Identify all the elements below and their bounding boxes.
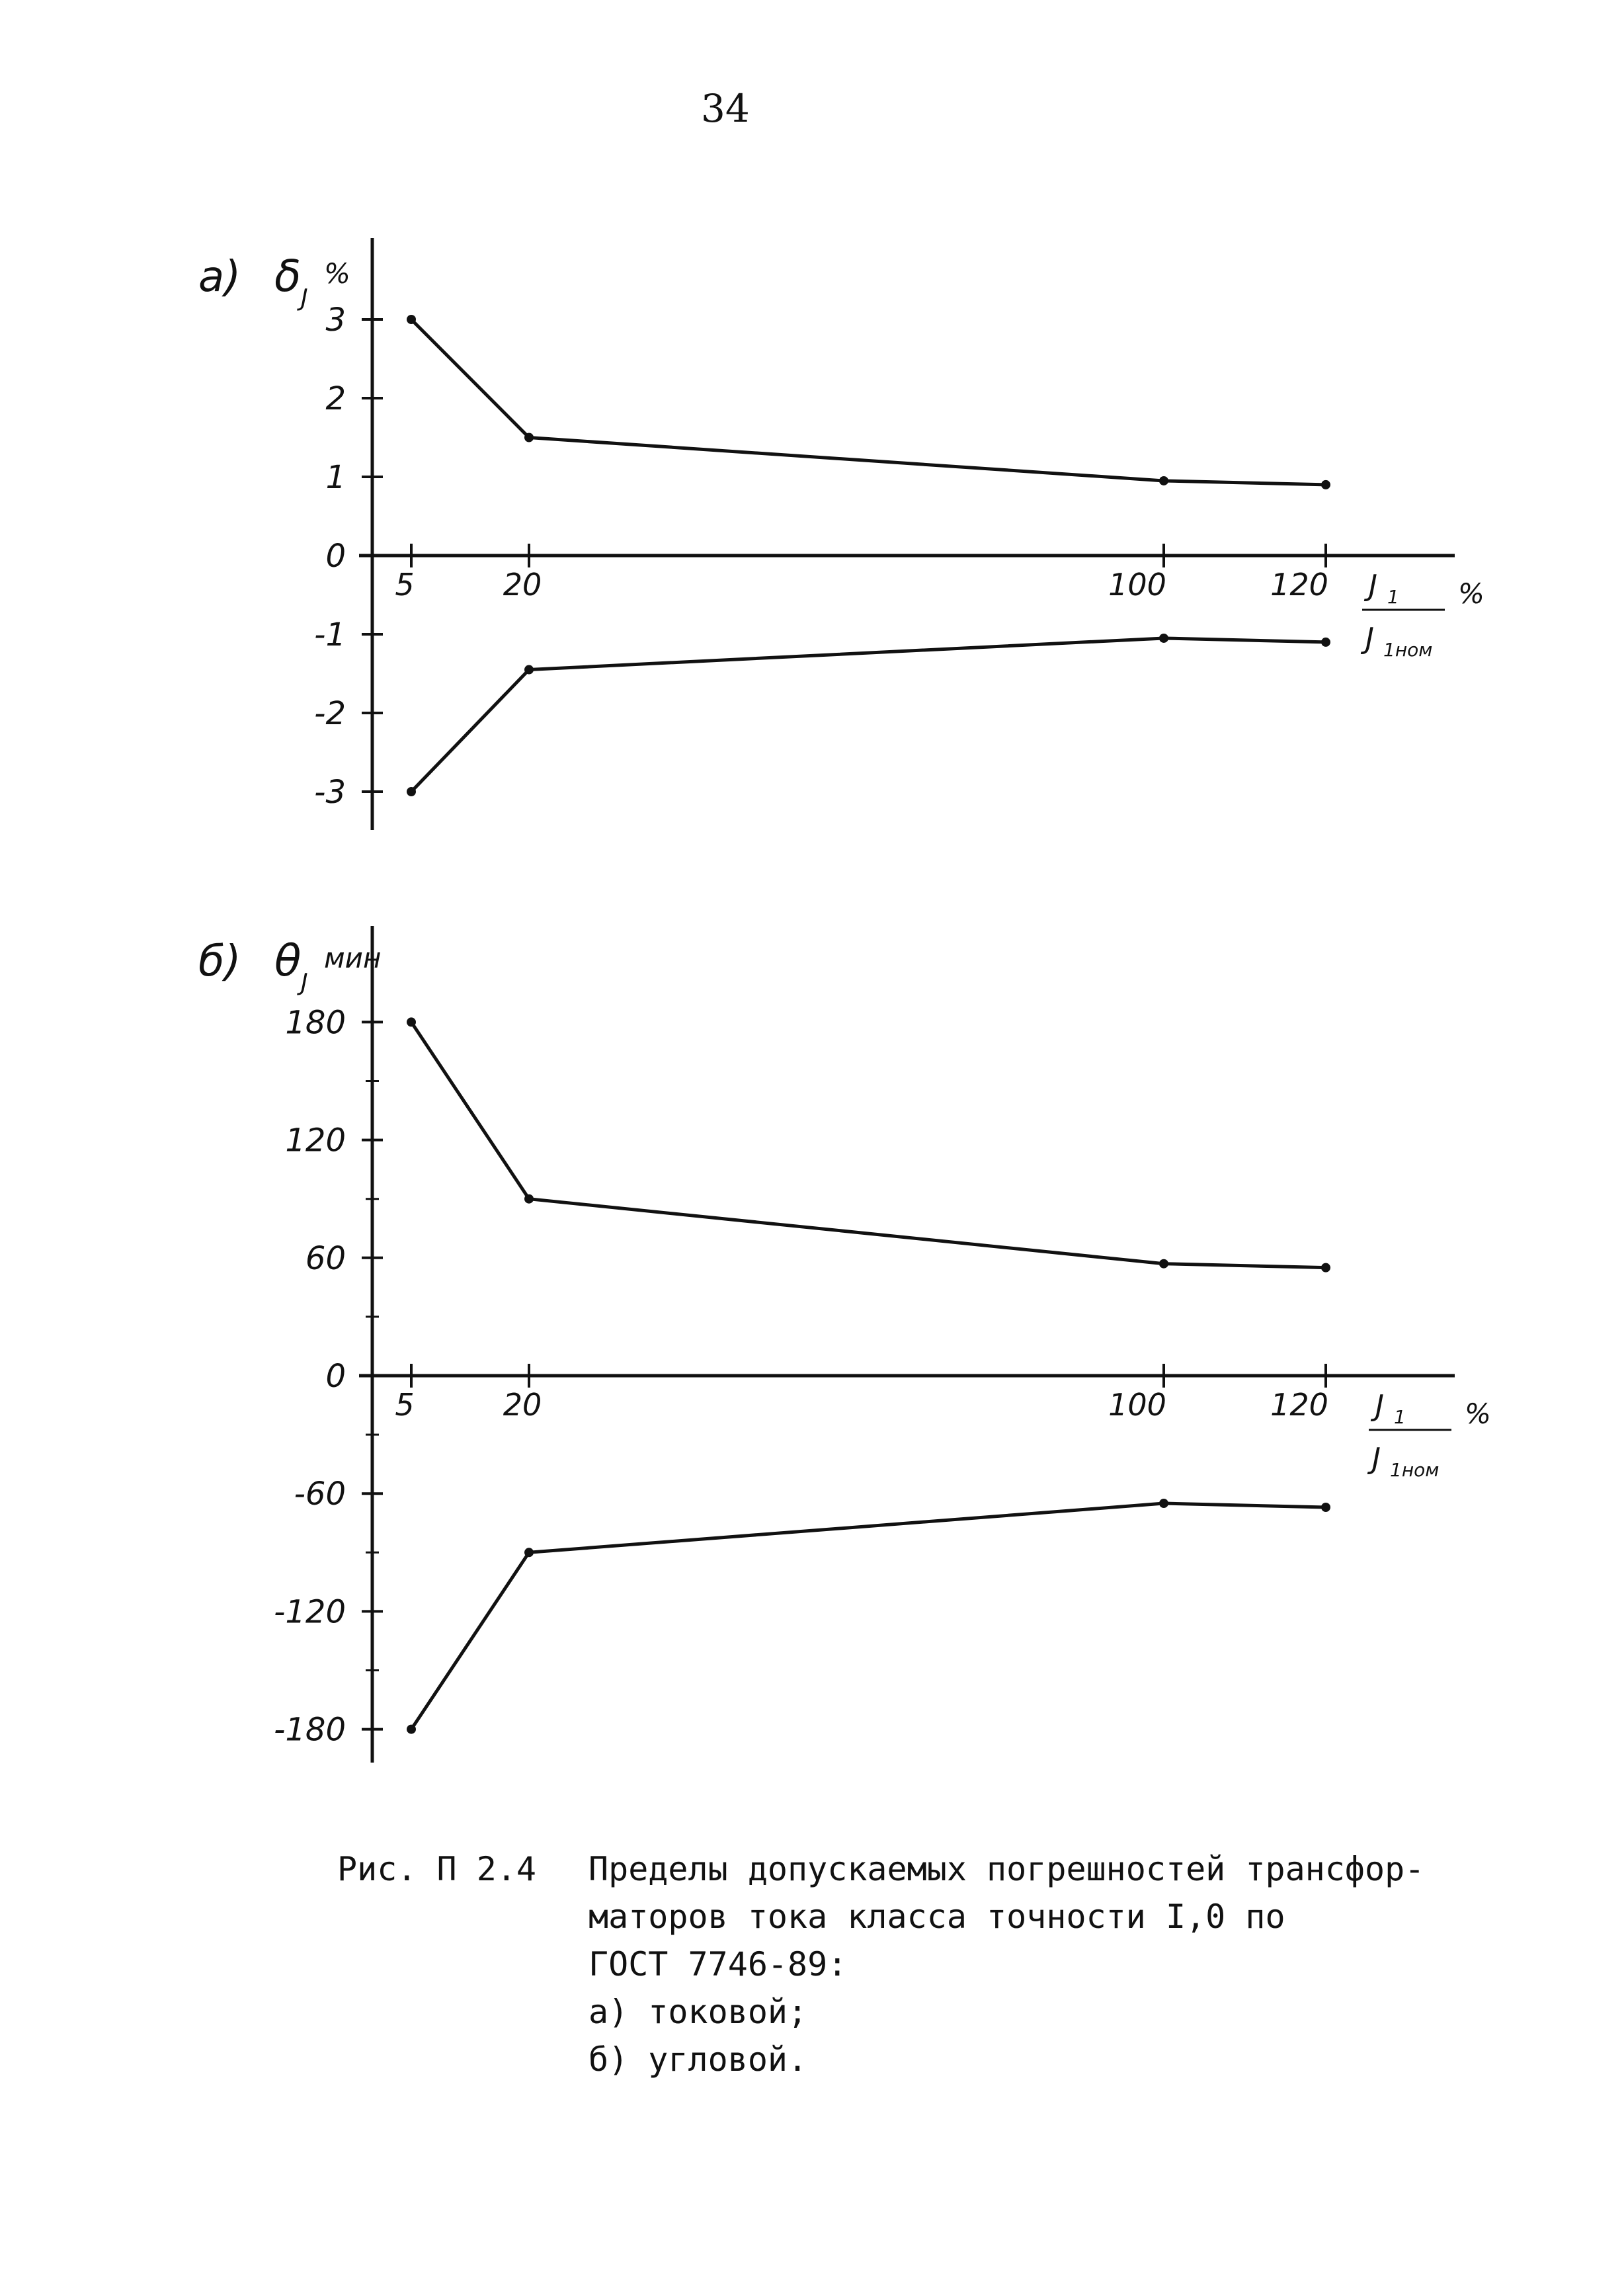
y-tick-label-a: 1: [325, 459, 346, 496]
y-tick-label-b: -180: [274, 1712, 346, 1749]
panel-label-a: а): [198, 253, 241, 302]
y-tick-label-a: 2: [325, 380, 346, 417]
caption-label: Рис. П 2.4: [337, 1850, 537, 1888]
data-point-a-upper: [1159, 476, 1168, 485]
y-tick-label-a: -2: [314, 695, 346, 732]
y-tick-label-b: -60: [294, 1476, 346, 1513]
data-point-b-lower: [407, 1724, 416, 1734]
x-axis-denominator-b: J: [1367, 1442, 1381, 1476]
data-point-a-upper: [407, 315, 416, 324]
data-point-a-lower: [407, 787, 416, 796]
data-point-b-upper: [524, 1194, 534, 1204]
panel-label-b: б): [198, 937, 241, 986]
caption-line-1: Пределы допускаемых погрешностей трансфо…: [589, 1850, 1425, 1888]
y-tick-label-a: 3: [325, 302, 346, 339]
x-axis-numerator-sub-a: 1: [1387, 586, 1399, 608]
x-axis-numerator-sub-b: 1: [1394, 1406, 1406, 1428]
data-point-b-lower: [524, 1548, 534, 1558]
x-axis-unit-b: %: [1465, 1398, 1491, 1430]
data-point-b-upper: [407, 1017, 416, 1027]
data-point-b-lower: [1159, 1499, 1168, 1509]
x-tick-label-b: 120: [1270, 1387, 1328, 1423]
x-tick-label-a: 20: [503, 567, 542, 603]
y-axis-unit-b: мин: [324, 942, 381, 974]
y-axis-unit-a: %: [324, 257, 350, 290]
data-point-b-upper: [1321, 1263, 1330, 1273]
x-tick-label-a: 5: [395, 567, 414, 603]
caption-line-3: ГОСТ 7746-89:: [589, 1945, 848, 1983]
y-tick-label-b: 0: [325, 1358, 346, 1395]
y-tick-label-a: 0: [325, 538, 346, 575]
y-tick-label-b: -120: [274, 1593, 346, 1630]
y-tick-label-b: 180: [285, 1004, 346, 1041]
caption-line-5: б) угловой.: [589, 2040, 808, 2079]
x-axis-denominator-a: J: [1360, 622, 1374, 655]
y-axis-symbol-b: θ: [274, 935, 301, 986]
x-tick-label-a: 100: [1108, 567, 1166, 603]
data-point-a-lower: [1321, 637, 1330, 647]
data-point-a-lower: [1159, 633, 1168, 643]
x-tick-label-a: 120: [1270, 567, 1328, 603]
series-line-a-lower: [410, 636, 1326, 793]
caption-line-4: а) токовой;: [589, 1993, 808, 2031]
x-tick-label-b: 20: [503, 1387, 542, 1423]
x-tick-label-b: 100: [1108, 1387, 1166, 1423]
series-line-a-upper: [410, 318, 1326, 487]
y-tick-label-a: -1: [314, 616, 346, 653]
y-axis-symbol-a: δ: [274, 251, 301, 302]
series-line-b-lower: [409, 1501, 1326, 1730]
x-tick-label-b: 5: [395, 1387, 414, 1423]
x-axis-numerator-b: J: [1370, 1389, 1384, 1423]
x-axis-denominator-sub-a: 1ном: [1383, 639, 1432, 661]
series-line-b-upper: [409, 1021, 1326, 1270]
data-point-b-upper: [1159, 1259, 1168, 1269]
caption-line-2: маторов тока класса точности I,0 по: [589, 1898, 1285, 1936]
y-tick-label-a: -3: [314, 774, 346, 811]
data-point-b-lower: [1321, 1502, 1330, 1512]
data-point-a-upper: [1321, 480, 1330, 489]
page-number: 34: [701, 86, 750, 131]
data-point-a-upper: [524, 433, 534, 442]
x-axis-denominator-sub-b: 1ном: [1390, 1459, 1439, 1481]
data-point-a-lower: [524, 665, 534, 675]
y-tick-label-b: 60: [305, 1240, 346, 1277]
y-tick-label-b: 120: [285, 1122, 346, 1159]
x-axis-unit-a: %: [1458, 577, 1484, 610]
x-axis-numerator-a: J: [1363, 569, 1377, 603]
